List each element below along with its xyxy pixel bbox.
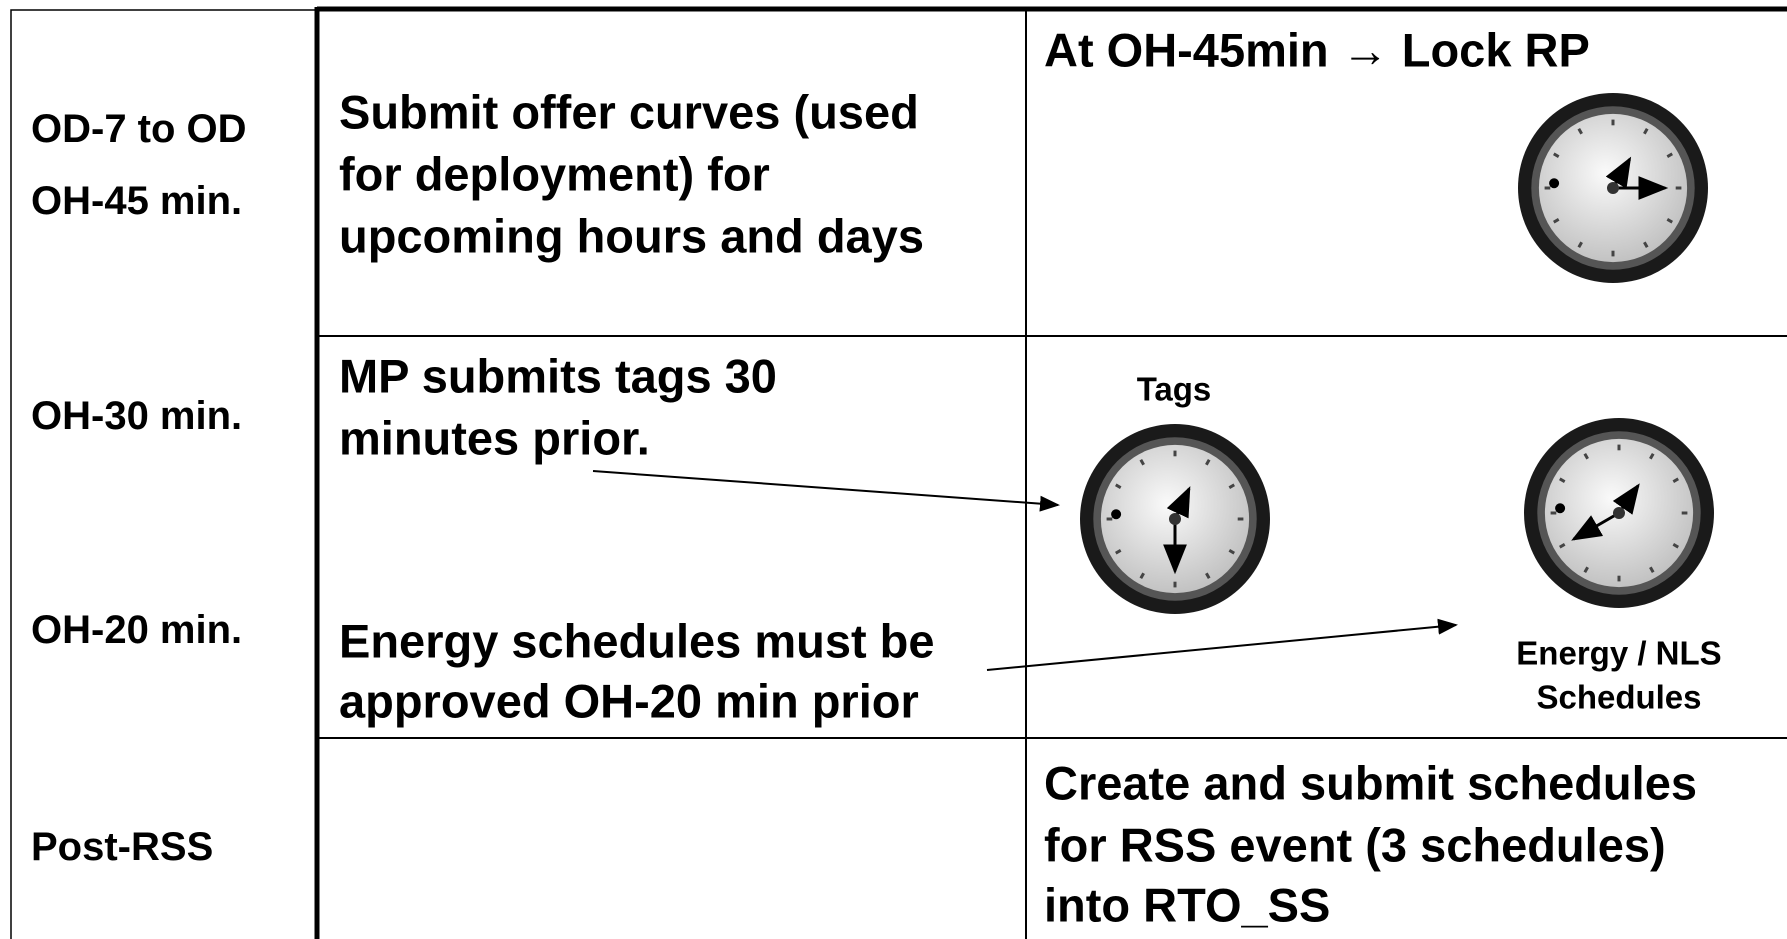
clock-pin <box>1613 507 1625 519</box>
time-label: OD-7 to OD <box>31 107 247 151</box>
clock-tick <box>1139 572 1145 579</box>
event-text: Create and submit schedules <box>1044 757 1697 810</box>
clock-tick <box>1139 459 1145 466</box>
clock-pin <box>1607 182 1619 194</box>
clock-tick <box>1666 218 1673 224</box>
clock-tick <box>1577 241 1583 248</box>
clock-knob <box>1555 503 1566 514</box>
clock-tick <box>1553 218 1560 224</box>
task-text: MP submits tags 30 <box>339 350 777 403</box>
arrow <box>986 618 1458 671</box>
clock-tick <box>1205 572 1211 579</box>
clock-tick <box>1649 566 1655 573</box>
clock-caption: Tags <box>1137 371 1212 408</box>
clock-tick <box>1643 128 1649 135</box>
task-text: Energy schedules must be <box>339 615 935 668</box>
time-label: OH-45 min. <box>31 179 242 223</box>
clock-icon <box>1080 424 1270 614</box>
clock-tick <box>1672 477 1679 483</box>
task-text: upcoming hours and days <box>339 210 924 263</box>
clock-pin <box>1169 513 1181 525</box>
label-column-border <box>10 9 317 939</box>
clock-tick <box>1583 566 1589 573</box>
clock-tick <box>1205 459 1211 466</box>
event-text: for RSS event (3 schedules) <box>1044 819 1666 872</box>
clock-caption: Energy / NLS <box>1516 635 1721 672</box>
clock-tick <box>1228 549 1235 555</box>
clock-knob <box>1549 178 1560 189</box>
clock-icon <box>1524 418 1714 608</box>
task-text: approved OH-20 min prior <box>339 675 919 728</box>
clock-tick <box>1649 453 1655 460</box>
clock-hand <box>1571 511 1620 541</box>
time-label: OH-30 min. <box>31 394 242 438</box>
clock-tick <box>1643 241 1649 248</box>
clock-icon <box>1518 93 1708 283</box>
clock-tick <box>1228 483 1235 489</box>
clock-tick <box>1115 483 1122 489</box>
event-text: into RTO_SS <box>1044 879 1330 932</box>
clock-tick <box>1577 128 1583 135</box>
clock-knob <box>1111 509 1122 520</box>
task-text: Submit offer curves (used <box>339 86 919 139</box>
clock-tick <box>1553 152 1560 158</box>
clock-tick <box>1559 477 1566 483</box>
task-text: for deployment) for <box>339 148 770 201</box>
task-text: minutes prior. <box>339 412 650 465</box>
arrow <box>592 470 1060 512</box>
clock-caption: Schedules <box>1536 679 1701 716</box>
clock-tick <box>1115 549 1122 555</box>
time-label: OH-20 min. <box>31 608 242 652</box>
clock-tick <box>1666 152 1673 158</box>
time-label: Post-RSS <box>31 825 213 869</box>
clock-tick <box>1559 543 1566 549</box>
event-text: At OH-45min → Lock RP <box>1044 24 1590 77</box>
clock-tick <box>1583 453 1589 460</box>
clock-tick <box>1672 543 1679 549</box>
